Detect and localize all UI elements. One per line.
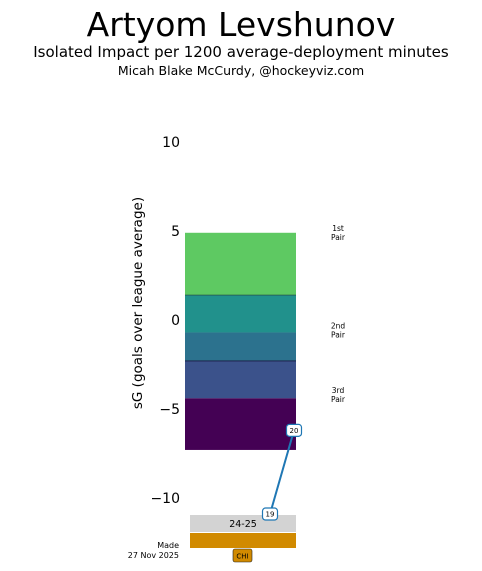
data-point-label: 20 (290, 427, 299, 435)
team-badge (232, 548, 253, 563)
pair-tier-bands (185, 232, 296, 450)
team-bar (190, 533, 296, 548)
series-path (269, 430, 295, 515)
team-label: CHI (236, 553, 248, 561)
tier-label: Pair (331, 331, 346, 340)
tier-band-4 (185, 360, 296, 399)
season-label: 24-25 (229, 519, 257, 530)
y-axis-ticks: 10 5 0 −5 −10 (150, 135, 180, 507)
tier-band-5 (185, 398, 296, 450)
made-date: 27 Nov 2025 (128, 551, 179, 560)
y-tick-label: −5 (159, 402, 180, 418)
data-point-badge (261, 507, 279, 521)
chart-subtitle: Isolated Impact per 1200 average-deploym… (33, 43, 449, 61)
made-label: Made (157, 541, 179, 550)
data-point-badge (285, 423, 303, 437)
y-tick-label: 0 (171, 313, 180, 329)
y-axis-label: sG (goals over league average) (130, 197, 146, 409)
tier-band-3 (185, 332, 296, 361)
tier-label: 3rd (332, 386, 345, 395)
tier-label: 1st (332, 224, 344, 233)
tier-label: 2nd (331, 322, 346, 331)
chart-title: Artyom Levshunov (87, 5, 396, 44)
tier-band-2 (185, 295, 296, 333)
y-tick-label: 5 (171, 224, 180, 240)
tier-band-1 (185, 232, 296, 296)
chart-byline: Micah Blake McCurdy, @hockeyviz.com (118, 63, 364, 78)
tier-label: Pair (331, 395, 346, 404)
y-tick-label: −10 (150, 491, 180, 507)
data-point-label: 19 (266, 511, 275, 519)
tier-label: Pair (331, 233, 346, 242)
y-tick-label: 10 (162, 135, 180, 151)
